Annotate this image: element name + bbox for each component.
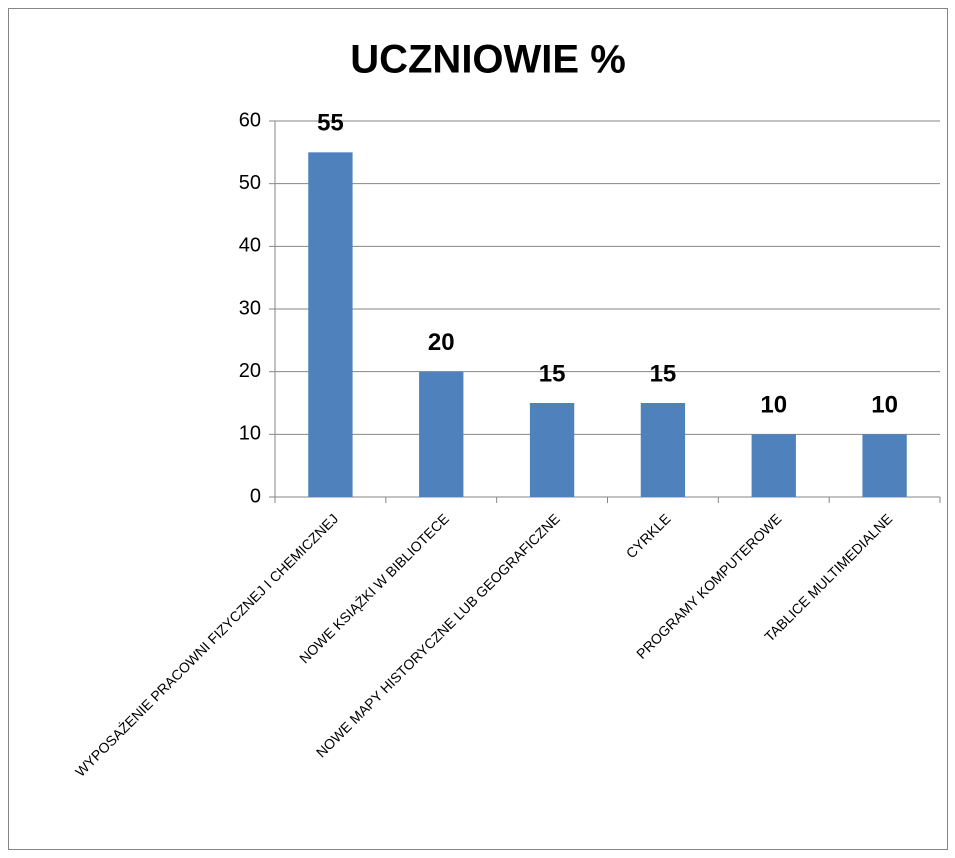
y-tick-label: 20 (239, 360, 261, 382)
bar (862, 434, 907, 497)
value-label: 10 (760, 392, 787, 419)
bar (751, 434, 796, 497)
bar (640, 403, 686, 497)
value-label: 15 (539, 360, 566, 387)
chart-title: UCZNIOWIE % (350, 38, 626, 82)
y-tick-label: 30 (239, 297, 261, 319)
y-tick-label: 0 (250, 485, 261, 507)
chart-border (8, 8, 948, 850)
value-label: 15 (650, 360, 677, 387)
value-label: 55 (317, 110, 344, 137)
x-tick-label: CYRKLE (623, 510, 674, 561)
y-tick-label: 40 (239, 235, 261, 257)
y-tick-label: 10 (239, 423, 261, 445)
bar (308, 152, 353, 498)
bar (529, 403, 575, 497)
x-tick-label: WYPOSAŻENIE PRACOWNI FIZYCZNEJ I CHEMICZ… (71, 510, 341, 780)
value-label: 10 (871, 392, 898, 419)
value-label: 20 (428, 329, 455, 356)
x-tick-label: TABLICE MULTIMEDIALNE (761, 510, 895, 644)
bar (419, 371, 464, 497)
y-tick-label: 50 (239, 172, 261, 194)
y-tick-label: 60 (239, 109, 261, 131)
x-tick-label: NOWE MAPY HISTORYCZNE LUB GEOGRAFICZNE (313, 510, 563, 760)
